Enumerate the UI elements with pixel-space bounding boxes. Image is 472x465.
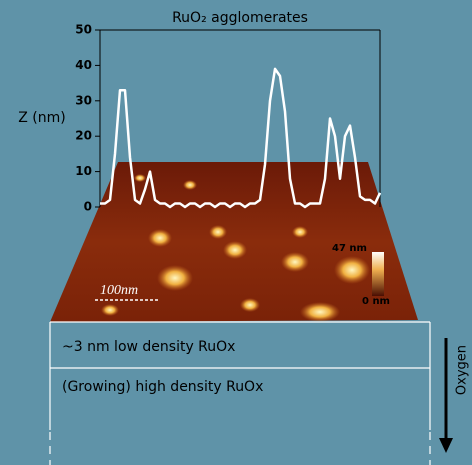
arrow-label: Oxygen [455, 345, 470, 395]
oxygen-arrow [439, 338, 453, 453]
color-max: 47 nm [332, 243, 367, 254]
layer-label: ~3 nm low density RuOx [62, 339, 235, 355]
chart-title: RuO₂ agglomerates [172, 10, 308, 26]
y-tick-label: 30 [75, 93, 92, 107]
y-tick-label: 50 [75, 23, 92, 37]
y-axis-label: Z (nm) [18, 110, 65, 126]
color-min: 0 nm [362, 296, 390, 307]
layer-label: (Growing) high density RuOx [62, 379, 263, 395]
y-tick-label: 20 [75, 129, 92, 143]
figure: Oxygen ~3 nm low density RuOx (Growing) … [0, 0, 472, 465]
scale-bar-label: 100nm [100, 283, 138, 298]
y-tick-label: 40 [75, 58, 92, 72]
y-tick-label: 0 [84, 200, 92, 214]
y-tick-label: 10 [75, 164, 92, 178]
